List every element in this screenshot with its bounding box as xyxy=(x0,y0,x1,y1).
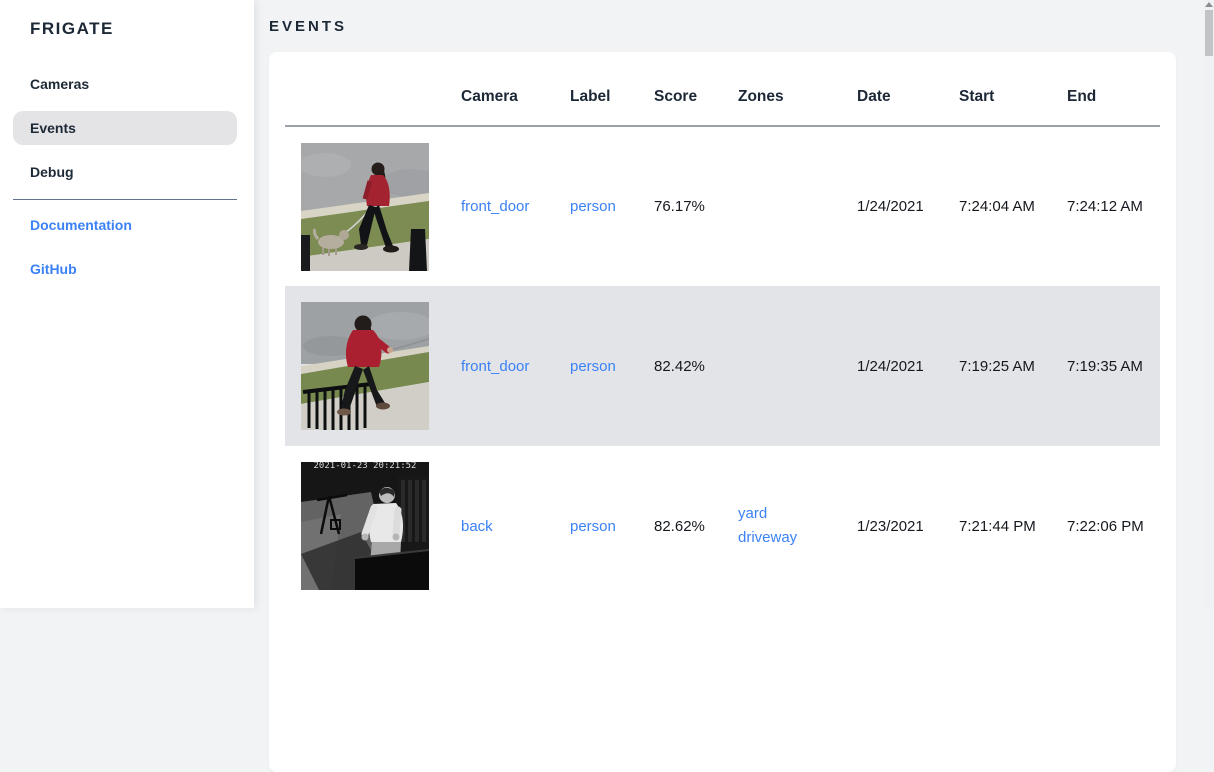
page-title: EVENTS xyxy=(269,18,348,35)
events-card: Camera Label Score Zones Date Start End xyxy=(269,52,1176,772)
scrollbar-thumb[interactable] xyxy=(1205,10,1213,56)
column-header-date: Date xyxy=(841,68,943,127)
zone-link[interactable]: yard xyxy=(738,505,768,522)
score-value: 82.42% xyxy=(654,357,705,375)
score-value: 76.17% xyxy=(654,198,705,215)
column-header-label: Label xyxy=(554,68,638,127)
score-value: 82.62% xyxy=(654,517,705,535)
app-title: FRIGATE xyxy=(30,19,114,38)
event-row[interactable]: front_door person 76.17% 1/24/2021 7:24:… xyxy=(285,126,1160,286)
camera-link[interactable]: front_door xyxy=(461,357,530,375)
column-header-score: Score xyxy=(638,68,722,127)
camera-link[interactable]: front_door xyxy=(461,198,530,215)
sidebar-divider xyxy=(13,199,237,200)
sidebar: FRIGATE Cameras Events Debug Documentati… xyxy=(0,0,254,608)
start-time-value: 7:24:04 AM xyxy=(959,198,1035,215)
zones-cell: yard driveway xyxy=(722,446,841,606)
end-time-value: 7:19:35 AM xyxy=(1067,357,1143,375)
event-row-selected[interactable]: front_door person 82.42% 1/24/2021 7:19:… xyxy=(285,286,1160,446)
events-table: Camera Label Score Zones Date Start End xyxy=(285,68,1160,606)
event-thumbnail[interactable] xyxy=(301,302,429,430)
column-header-camera: Camera xyxy=(445,68,554,127)
sidebar-item-cameras[interactable]: Cameras xyxy=(30,76,90,92)
column-header-zones: Zones xyxy=(722,68,841,127)
column-header-end: End xyxy=(1051,68,1160,127)
column-header-thumbnail xyxy=(285,68,445,127)
event-thumbnail[interactable] xyxy=(301,142,429,271)
end-time-value: 7:22:06 PM xyxy=(1067,517,1144,535)
start-time-value: 7:19:25 AM xyxy=(959,357,1035,375)
label-link[interactable]: person xyxy=(570,517,616,535)
table-header-row: Camera Label Score Zones Date Start End xyxy=(285,68,1160,127)
date-value: 1/24/2021 xyxy=(857,198,924,215)
sidebar-item-debug[interactable]: Debug xyxy=(30,164,74,180)
camera-link[interactable]: back xyxy=(461,517,493,535)
column-header-start: Start xyxy=(943,68,1051,127)
thumbnail-scene-red-hoodie xyxy=(301,302,429,430)
page-scrollbar[interactable] xyxy=(1204,0,1214,608)
zone-link[interactable]: driveway xyxy=(738,529,798,546)
event-thumbnail[interactable]: 2021-01-23 20:21:52 xyxy=(301,462,429,590)
label-link[interactable]: person xyxy=(570,357,616,375)
scroll-up-arrow-icon[interactable] xyxy=(1205,2,1213,7)
label-link[interactable]: person xyxy=(570,198,616,215)
sidebar-link-documentation[interactable]: Documentation xyxy=(30,217,132,233)
date-value: 1/23/2021 xyxy=(857,517,924,535)
event-row[interactable]: 2021-01-23 20:21:52 back person 82.62% y… xyxy=(285,446,1160,606)
zones-cell xyxy=(722,286,841,446)
date-value: 1/24/2021 xyxy=(857,357,924,375)
thumbnail-scene-night-ir: 2021-01-23 20:21:52 xyxy=(301,462,429,590)
thumbnail-timestamp-overlay: 2021-01-23 20:21:52 xyxy=(314,462,417,471)
zones-cell xyxy=(722,126,841,286)
end-time-value: 7:24:12 AM xyxy=(1067,198,1143,215)
thumbnail-scene-walking-dog xyxy=(301,142,429,271)
sidebar-nav: Cameras Events Debug Documentation GitHu… xyxy=(0,67,254,286)
main-content: EVENTS Camera Label Score Zones Date Sta… xyxy=(254,0,1214,772)
sidebar-link-github[interactable]: GitHub xyxy=(30,261,77,277)
start-time-value: 7:21:44 PM xyxy=(959,517,1036,535)
sidebar-item-events[interactable]: Events xyxy=(13,111,237,145)
